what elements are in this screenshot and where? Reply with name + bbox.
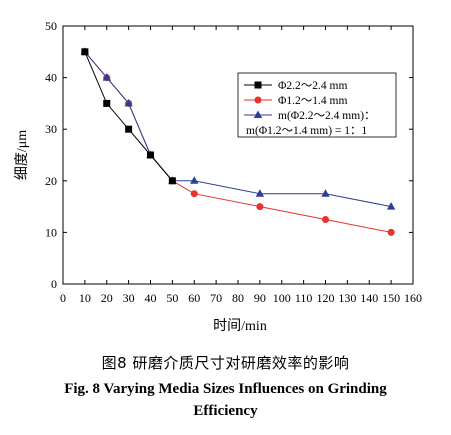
x-tick-label: 110 [295, 291, 313, 305]
tick-labels: 0 10 20 30 40 50 60 70 80 90 100 110 120 130 140 150 160… [45, 19, 422, 305]
data-point-series-2 [190, 176, 199, 184]
y-tick-label: 40 [45, 71, 57, 85]
data-point-series-1 [322, 216, 329, 223]
legend-label-0: Φ2.2～2.4 mm [278, 80, 347, 92]
figure-caption-chinese: 图8 研磨介质尺寸对研磨效率的影响 [101, 354, 350, 372]
data-point-series-0 [147, 151, 154, 159]
y-tick-label: 30 [45, 122, 57, 136]
x-tick-label: 160 [404, 291, 422, 305]
chart: 0 10 20 30 40 50 60 70 80 90 100 110 120 130 140 150 160… [14, 19, 422, 334]
data-point-series-0 [81, 48, 89, 56]
plot-frame [62, 25, 414, 285]
legend-marker-0 [254, 81, 262, 89]
data-point-series-0 [168, 177, 176, 185]
data-point-series-0 [125, 125, 133, 133]
x-tick-label: 70 [210, 291, 222, 305]
x-axis-label: 时间/min [213, 318, 267, 334]
axes [62, 25, 414, 285]
y-tick-label: 50 [45, 19, 57, 33]
y-tick-label: 20 [45, 174, 57, 188]
x-tick-label: 60 [188, 291, 200, 305]
legend-box [237, 72, 397, 138]
series-markers [80, 47, 396, 236]
legend: Φ2.2～2.4 mm Φ1.2～1.4 mm m(Φ2.2～2.4 mm)： m(Φ… [237, 72, 397, 138]
x-tick-label: 140 [360, 291, 378, 305]
figure-caption-english: Fig. 8 Varying Media Sizes Influences on… [0, 378, 451, 422]
x-tick-label: 20 [101, 291, 113, 305]
y-tick-label: 10 [45, 225, 57, 239]
data-point-series-2 [102, 73, 111, 81]
y-axis-label: 细度/μm [14, 130, 30, 180]
x-tick-label: 40 [145, 291, 157, 305]
series-line-0 [84, 51, 173, 182]
x-tick-label: 120 [317, 291, 335, 305]
figure-caption-english-line2: Efficiency [193, 403, 258, 419]
data-point-series-2 [321, 189, 330, 197]
y-tick-label: 0 [51, 277, 57, 291]
x-tick-label: 150 [382, 291, 400, 305]
x-tick-label: 0 [60, 291, 66, 305]
legend-label-2: m(Φ2.2～2.4 mm)： [278, 110, 376, 122]
x-tick-label: 130 [338, 291, 356, 305]
data-point-series-0 [103, 99, 111, 107]
legend-marker-1 [254, 96, 262, 104]
x-tick-label: 80 [232, 291, 244, 305]
figure-caption-english-line1: Fig. 8 Varying Media Sizes Influences on… [64, 381, 387, 397]
legend-marker-2 [253, 110, 263, 118]
data-point-series-1 [256, 203, 264, 211]
data-point-series-1 [387, 228, 395, 236]
data-point-series-2 [255, 189, 265, 197]
legend-label-1: Φ1.2～1.4 mm [278, 95, 347, 107]
x-tick-label: 90 [254, 291, 266, 305]
data-point-series-2 [386, 202, 396, 210]
x-tick-label: 50 [166, 291, 178, 305]
x-tick-label: 100 [273, 291, 291, 305]
x-tick-label: 10 [79, 291, 91, 305]
legend-label-2: m(Φ1.2～1.4 mm) = 1：1 [246, 125, 368, 137]
data-point-series-2 [124, 98, 133, 107]
x-tick-label: 30 [123, 291, 135, 305]
data-point-series-1 [190, 190, 198, 198]
